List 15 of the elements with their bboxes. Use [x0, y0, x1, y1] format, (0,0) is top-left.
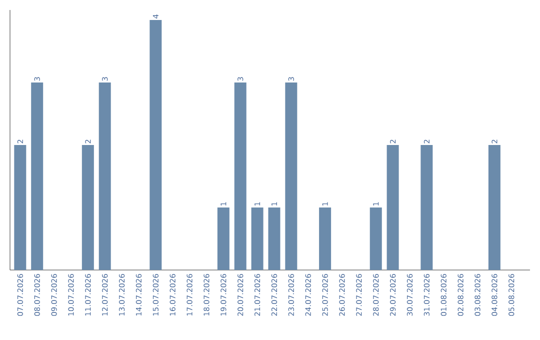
bar [268, 208, 280, 270]
bar [251, 208, 264, 270]
bar [14, 144, 26, 270]
bar [420, 144, 433, 270]
bar [234, 82, 246, 270]
bar [31, 82, 44, 270]
bar [82, 144, 94, 270]
bar [370, 208, 382, 270]
bar [150, 20, 162, 270]
bar [319, 208, 332, 270]
bar [98, 82, 111, 270]
bar [386, 144, 399, 270]
bar [217, 208, 230, 270]
bar [285, 82, 298, 270]
bar [488, 144, 500, 270]
